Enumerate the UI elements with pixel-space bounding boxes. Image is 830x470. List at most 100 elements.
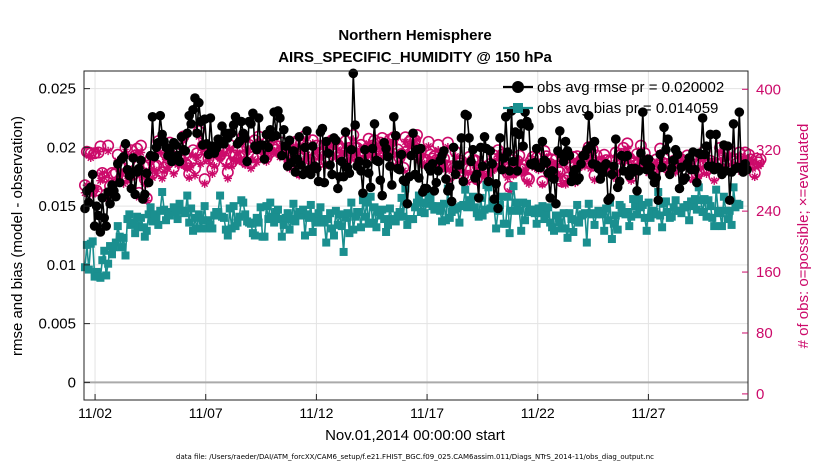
bias-point xyxy=(384,220,393,229)
obs-evaluated-point xyxy=(461,168,470,178)
rmse-point xyxy=(636,148,646,159)
rmse-point xyxy=(369,119,380,129)
bias-point xyxy=(712,185,721,194)
obs-evaluated-point xyxy=(92,184,101,194)
bias-point xyxy=(187,204,196,213)
rmse-point xyxy=(634,166,644,176)
bias-point xyxy=(611,211,620,220)
bias-point xyxy=(200,202,209,211)
rmse-point xyxy=(414,173,424,183)
bias-point xyxy=(569,227,578,236)
obs-evaluated-point xyxy=(196,159,205,169)
rmse-point xyxy=(402,198,413,209)
rmse-point xyxy=(697,113,708,123)
bias-point xyxy=(403,220,412,229)
rmse-point xyxy=(427,159,438,169)
obs-evaluated-point xyxy=(696,163,705,172)
bias-point xyxy=(532,219,541,228)
bias-point xyxy=(690,195,699,204)
bias-point xyxy=(223,231,232,240)
legend-bias-marker xyxy=(513,103,523,113)
obs-evaluated-point xyxy=(152,168,161,178)
bias-point xyxy=(480,205,489,214)
bias-point xyxy=(216,191,225,200)
bias-point xyxy=(131,229,140,238)
rmse-point xyxy=(105,198,115,209)
bias-point xyxy=(708,213,717,222)
obs-evaluated-point xyxy=(221,161,231,171)
legend-rmse-label: obs avg rmse pr = 0.020002 xyxy=(537,79,724,96)
rmse-point xyxy=(271,130,281,141)
obs-evaluated-point xyxy=(437,163,447,172)
rmse-point xyxy=(473,193,484,203)
rmse-point xyxy=(711,129,721,140)
bias-point xyxy=(102,271,111,280)
rmse-point xyxy=(385,161,395,171)
bias-point xyxy=(100,246,109,255)
bias-point xyxy=(239,198,248,207)
rmse-point xyxy=(454,160,465,170)
rmse-point xyxy=(143,177,154,188)
rmse-point xyxy=(448,142,459,153)
obs-evaluated-point xyxy=(376,142,385,152)
tick-label-left-0: 0 xyxy=(68,374,76,391)
tick-label-left-5: 0.025 xyxy=(38,81,76,98)
obs-evaluated-point xyxy=(725,150,734,159)
rmse-point xyxy=(607,169,617,180)
bias-point xyxy=(349,225,358,234)
rmse-point xyxy=(632,186,642,196)
bias-point xyxy=(160,205,169,214)
obs-evaluated-point xyxy=(96,176,105,185)
rmse-point xyxy=(545,193,555,203)
bias-point xyxy=(565,209,574,218)
bias-point xyxy=(559,209,568,218)
y-axis-right-ticks: 0 80 160 240 320 400 xyxy=(742,81,781,403)
bias-point xyxy=(509,182,518,191)
rmse-point xyxy=(541,157,552,168)
legend: obs avg rmse pr = 0.020002 obs avg bias … xyxy=(503,79,724,117)
rmse-point xyxy=(724,195,735,206)
bias-point xyxy=(497,192,506,201)
rmse-point xyxy=(512,166,523,176)
bias-point xyxy=(414,191,423,200)
rmse-point xyxy=(134,163,144,174)
rmse-point xyxy=(489,194,499,204)
bias-point xyxy=(221,225,230,234)
bias-point xyxy=(175,199,184,208)
bias-point xyxy=(584,199,593,208)
rmse-point xyxy=(182,128,193,139)
rmse-point xyxy=(226,128,237,139)
bias-point xyxy=(546,218,555,227)
rmse-point xyxy=(690,164,700,175)
rmse-point xyxy=(174,156,185,167)
bias-point xyxy=(719,192,728,201)
bias-point xyxy=(600,226,609,235)
bias-point xyxy=(268,212,277,221)
bias-point xyxy=(685,216,694,225)
obs-evaluated-point xyxy=(698,155,707,165)
tick-label-x-2: 11/12 xyxy=(299,405,333,421)
obs-evaluated-point xyxy=(366,152,375,161)
obs-evaluated-point xyxy=(387,144,397,153)
bias-point xyxy=(250,231,259,240)
bias-point xyxy=(356,223,365,232)
rmse-point xyxy=(537,136,548,147)
rmse-point xyxy=(439,146,449,156)
obs-evaluated-point xyxy=(694,171,703,181)
rmse-point xyxy=(495,133,505,143)
bias-point xyxy=(522,199,531,208)
bias-point xyxy=(536,209,545,218)
obs-evaluated-point xyxy=(557,179,566,188)
rmse-point xyxy=(610,134,621,144)
rmse-point xyxy=(327,169,337,180)
bias-point xyxy=(335,210,344,219)
bias-point xyxy=(324,215,333,224)
obs-evaluated-point xyxy=(248,155,258,164)
obs-evaluated-point xyxy=(192,153,202,163)
rmse-point xyxy=(147,112,158,122)
rmse-point xyxy=(194,97,204,108)
rmse-point xyxy=(101,221,111,231)
rmse-point xyxy=(284,135,295,146)
rmse-point xyxy=(140,189,150,200)
